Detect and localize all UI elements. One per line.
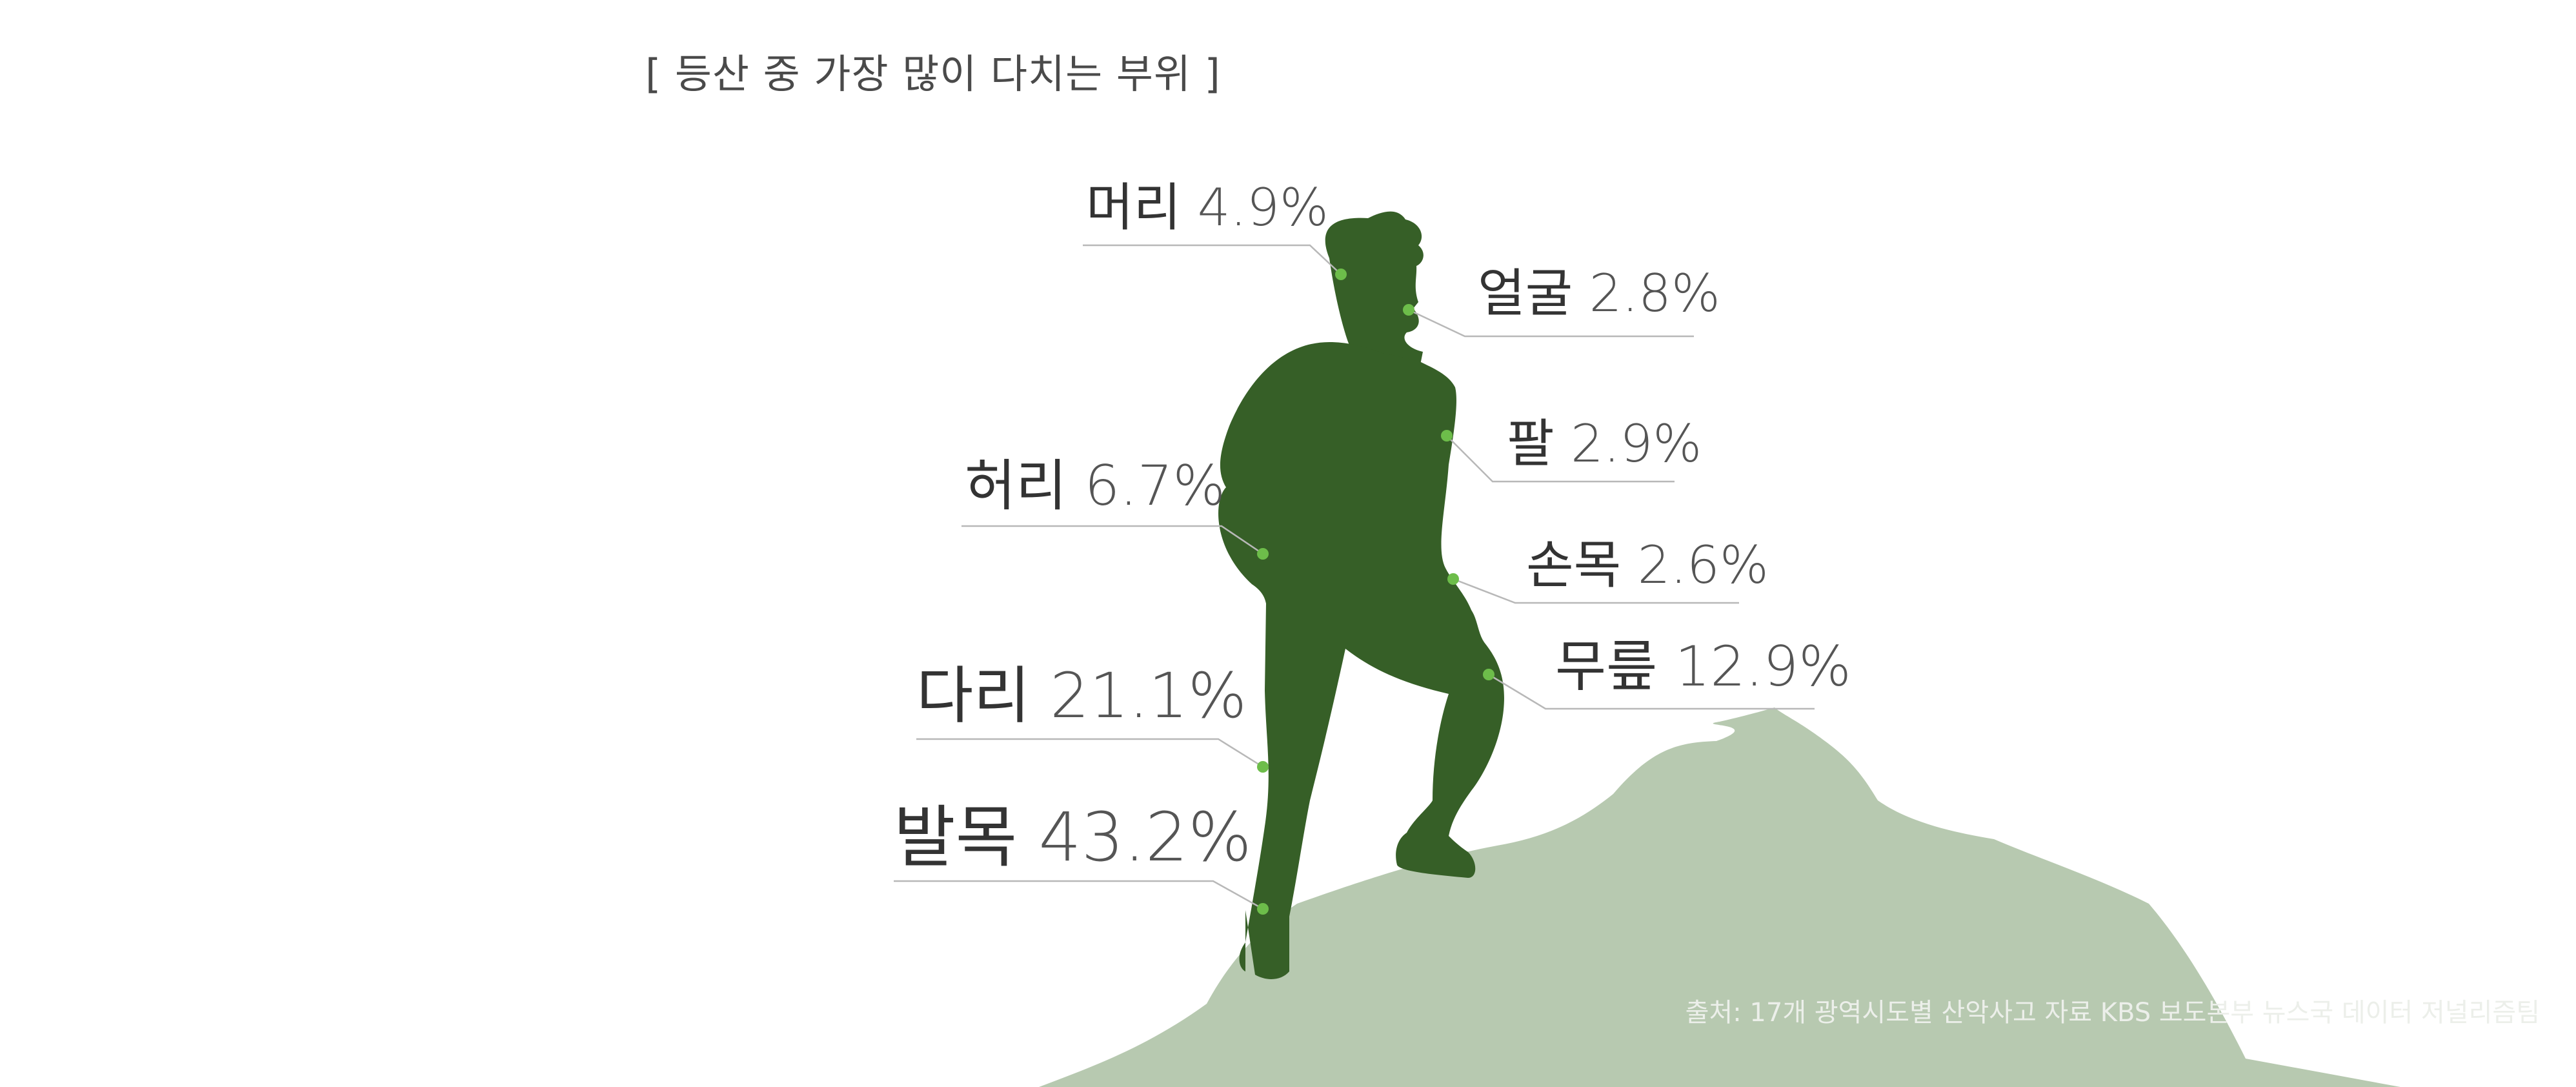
label-wrist-part: 손목 bbox=[1526, 535, 1622, 595]
leader-line-waist bbox=[961, 525, 1263, 555]
leader-line-knee bbox=[1488, 673, 1815, 710]
label-leg-value: 21.1% bbox=[1050, 660, 1247, 732]
chart-title: [ 등산 중 가장 많이 다치는 부위 ] bbox=[645, 50, 1221, 97]
label-head-part: 머리 bbox=[1086, 178, 1182, 238]
label-knee-value: 12.9% bbox=[1675, 635, 1851, 699]
leader-line-face bbox=[1408, 309, 1694, 338]
point-marker-head bbox=[1335, 269, 1347, 280]
label-leg: 다리 21.1% bbox=[916, 665, 1247, 727]
label-ankle-part: 발목 bbox=[894, 798, 1018, 877]
label-arm: 팔 2.9% bbox=[1507, 418, 1702, 470]
label-waist: 허리 6.7% bbox=[965, 458, 1225, 514]
label-leg-part: 다리 bbox=[916, 660, 1031, 732]
label-knee-part: 무릎 bbox=[1555, 635, 1658, 699]
label-wrist-value: 2.6% bbox=[1637, 535, 1769, 595]
label-knee: 무릎 12.9% bbox=[1555, 639, 1851, 695]
leader-line-head bbox=[1083, 244, 1342, 275]
leader-line-ankle bbox=[894, 880, 1263, 910]
leader-line-leg bbox=[916, 738, 1263, 768]
hiker-silhouette bbox=[1218, 211, 1504, 979]
label-waist-value: 6.7% bbox=[1084, 454, 1226, 518]
point-marker-arm bbox=[1441, 430, 1453, 442]
leader-line-arm bbox=[1446, 435, 1675, 483]
label-ankle: 발목 43.2% bbox=[894, 804, 1252, 871]
label-ankle-value: 43.2% bbox=[1038, 798, 1252, 877]
point-marker-wrist bbox=[1447, 573, 1459, 585]
hiker-body bbox=[1218, 342, 1504, 979]
source-note: 출처: 17개 광역시도별 산악사고 자료 KBS 보도본부 뉴스국 데이터 저… bbox=[1685, 998, 2540, 1028]
mountain bbox=[1039, 707, 2400, 1087]
label-head: 머리 4.9% bbox=[1086, 182, 1329, 234]
label-arm-value: 2.9% bbox=[1571, 414, 1702, 474]
hiker-head bbox=[1325, 211, 1424, 372]
label-face: 얼굴 2.8% bbox=[1478, 268, 1720, 320]
point-marker-waist bbox=[1257, 548, 1269, 560]
point-marker-leg bbox=[1257, 761, 1269, 773]
label-face-value: 2.8% bbox=[1589, 263, 1720, 323]
label-wrist: 손목 2.6% bbox=[1526, 540, 1769, 591]
leader-lines bbox=[894, 244, 1815, 915]
point-marker-knee bbox=[1483, 669, 1494, 680]
label-head-value: 4.9% bbox=[1197, 178, 1329, 238]
label-face-part: 얼굴 bbox=[1478, 263, 1573, 323]
label-waist-part: 허리 bbox=[965, 454, 1067, 518]
point-marker-face bbox=[1403, 304, 1414, 316]
label-arm-part: 팔 bbox=[1507, 414, 1555, 474]
leader-line-wrist bbox=[1453, 578, 1739, 604]
point-marker-ankle bbox=[1257, 903, 1269, 915]
